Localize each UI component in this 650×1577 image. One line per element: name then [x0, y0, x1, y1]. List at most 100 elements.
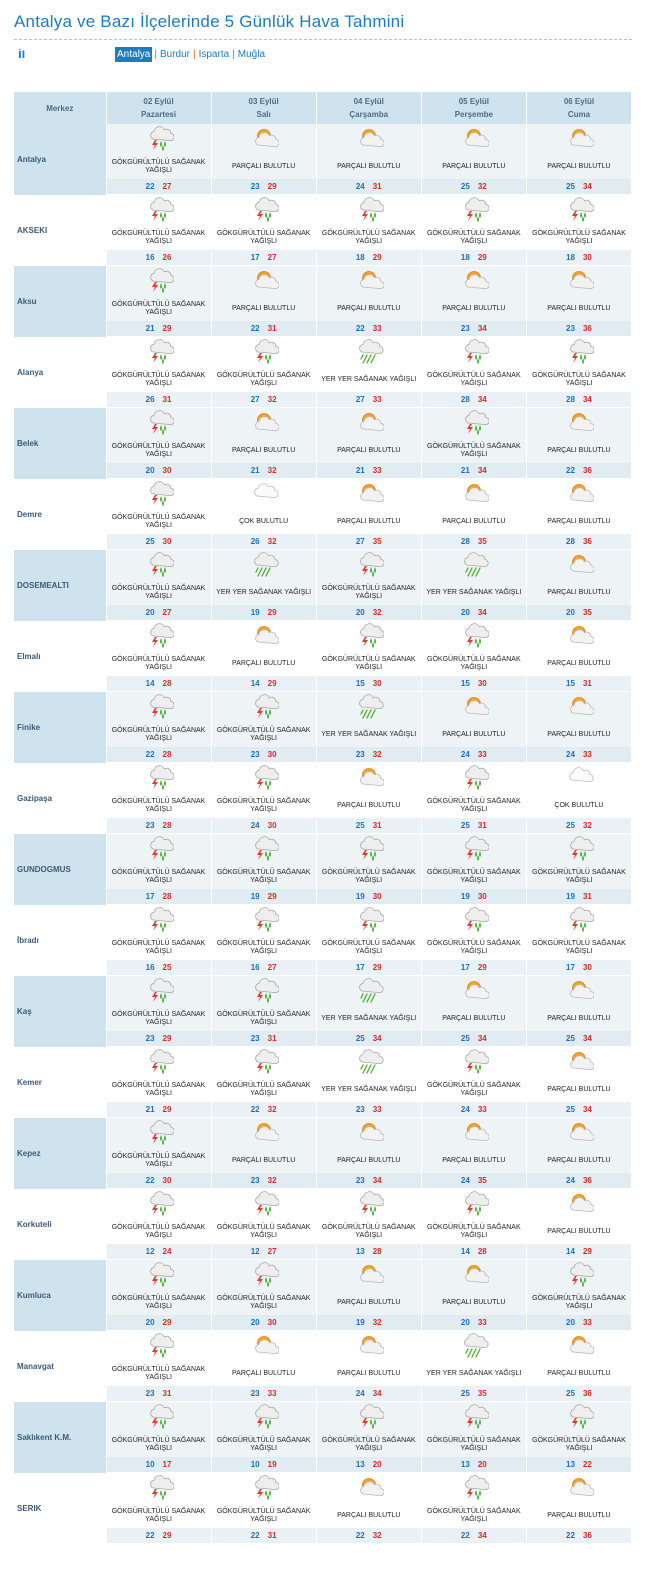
max-temperature: 31: [477, 821, 487, 830]
temperature-range: 19 32: [316, 1315, 421, 1330]
condition-text: GÖKGÜRÜLTÜLÜ SAĞANAK YAĞIŞLI: [111, 655, 206, 671]
separator: |: [232, 49, 235, 60]
forecast-cell: GÖKGÜRÜLTÜLÜ SAĞANAK YAĞIŞLI 22 31: [211, 1473, 317, 1544]
forecast-cell-top: PARÇALI BULUTLU: [421, 1118, 526, 1173]
condition-text: GÖKGÜRÜLTÜLÜ SAĞANAK YAĞIŞLI: [321, 229, 416, 245]
forecast-cell-top: GÖKGÜRÜLTÜLÜ SAĞANAK YAĞIŞLI: [317, 621, 421, 676]
max-temperature: 30: [162, 466, 172, 475]
min-temperature: 22: [250, 324, 260, 333]
temperature-range: 23 36: [526, 321, 631, 336]
max-temperature: 29: [477, 963, 487, 972]
table-row: Kaş GÖKGÜRÜLTÜLÜ SAĞANAK YAĞIŞLI 23 29 GÖKGÜ…: [14, 976, 633, 1047]
temperature-range: 13 22: [526, 1457, 631, 1472]
province-link-mugla[interactable]: Muğla: [237, 49, 266, 60]
forecast-cell: PARÇALI BULUTLU 22 31: [211, 266, 317, 337]
forecast-cell-top: PARÇALI BULUTLU: [212, 1331, 316, 1386]
forecast-cell-top: GÖKGÜRÜLTÜLÜ SAĞANAK YAĞIŞLI: [107, 1473, 211, 1528]
thunderstorm-rain-icon: [317, 195, 421, 225]
temperature-range: 23 31: [211, 1031, 316, 1046]
condition-text: GÖKGÜRÜLTÜLÜ SAĞANAK YAĞIŞLI: [427, 442, 521, 458]
cloudy-icon: [527, 763, 631, 793]
temperature-range: 25 34: [526, 1102, 631, 1117]
temperature-range: 25 35: [421, 1386, 526, 1401]
min-temperature: 15: [355, 679, 365, 688]
max-temperature: 30: [477, 679, 487, 688]
forecast-cell-top: GÖKGÜRÜLTÜLÜ SAĞANAK YAĞIŞLI: [422, 195, 526, 250]
min-temperature: 24: [460, 1105, 470, 1114]
province-link-burdur[interactable]: Burdur: [159, 49, 190, 60]
min-temperature: 15: [460, 679, 470, 688]
temperature-range: 10 17: [106, 1457, 211, 1472]
table-row: Aksu GÖKGÜRÜLTÜLÜ SAĞANAK YAĞIŞLI 21 29 PARÇ…: [14, 266, 633, 337]
condition-text: PARÇALI BULUTLU: [337, 446, 401, 454]
min-temperature: 22: [355, 324, 365, 333]
condition-text: PARÇALI BULUTLU: [337, 304, 401, 312]
forecast-cell: GÖKGÜRÜLTÜLÜ SAĞANAK YAĞIŞLI 21 29: [106, 266, 212, 337]
max-temperature: 31: [372, 821, 382, 830]
min-temperature: 15: [566, 679, 575, 688]
forecast-cell: GÖKGÜRÜLTÜLÜ SAĞANAK YAĞIŞLI 28 34: [421, 337, 527, 408]
max-temperature: 27: [267, 963, 277, 972]
max-temperature: 29: [477, 253, 487, 262]
max-temperature: 26: [162, 253, 172, 262]
min-temperature: 21: [355, 466, 365, 475]
condition-text: GÖKGÜRÜLTÜLÜ SAĞANAK YAĞIŞLI: [111, 797, 206, 813]
min-temperature: 25: [460, 1389, 470, 1398]
max-temperature: 34: [477, 1034, 487, 1043]
partly-cloudy-icon: [212, 1331, 316, 1361]
forecast-cell-top: PARÇALI BULUTLU: [211, 1118, 316, 1173]
partly-cloudy-icon: [212, 266, 316, 296]
condition-text: PARÇALI BULUTLU: [547, 1511, 611, 1519]
forecast-cell-top: GÖKGÜRÜLTÜLÜ SAĞANAK YAĞIŞLI: [316, 1402, 421, 1457]
condition-text: GÖKGÜRÜLTÜLÜ SAĞANAK YAĞIŞLI: [427, 797, 521, 813]
condition-text: PARÇALI BULUTLU: [442, 517, 506, 525]
header-day-5: 06 Eylül Cuma: [526, 92, 633, 124]
temperature-range: 16 25: [106, 960, 211, 975]
max-temperature: 32: [267, 466, 277, 475]
temperature-range: 20 34: [421, 605, 526, 620]
max-temperature: 30: [372, 679, 382, 688]
thunderstorm-rain-icon: [527, 195, 631, 225]
forecast-cell: GÖKGÜRÜLTÜLÜ SAĞANAK YAĞIŞLI 25 31: [421, 763, 527, 834]
province-link-antalya[interactable]: Antalya: [115, 47, 153, 62]
temperature-range: 23 29: [211, 179, 316, 194]
forecast-cell: YER YER SAĞANAK YAĞIŞLI 20 34: [421, 550, 527, 621]
thunderstorm-rain-icon: [212, 195, 316, 225]
partly-cloudy-icon: [527, 621, 631, 651]
temperature-range: 25 31: [316, 818, 421, 833]
location-name: Saklıkent K.M.: [14, 1402, 107, 1473]
condition-text: PARÇALI BULUTLU: [442, 1156, 506, 1164]
max-temperature: 31: [582, 892, 592, 901]
partly-cloudy-icon: [527, 1331, 631, 1361]
min-temperature: 20: [460, 1318, 470, 1327]
min-temperature: 22: [250, 1105, 260, 1114]
condition-text: PARÇALI BULUTLU: [442, 730, 506, 738]
thunderstorm-rain-icon: [107, 124, 211, 154]
table-row: GUNDOGMUS GÖKGÜRÜLTÜLÜ SAĞANAK YAĞIŞLI 17 2…: [14, 834, 633, 905]
min-temperature: 19: [250, 892, 260, 901]
min-temperature: 14: [460, 1247, 470, 1256]
condition-text: YER YER SAĞANAK YAĞIŞLI: [426, 1369, 522, 1377]
temperature-range: 27 33: [316, 392, 421, 407]
partly-cloudy-icon: [317, 124, 421, 154]
forecast-cell: PARÇALI BULUTLU 25 34: [526, 1047, 633, 1118]
max-temperature: 36: [582, 1389, 592, 1398]
showers-icon: [422, 1331, 526, 1361]
forecast-cell-top: GÖKGÜRÜLTÜLÜ SAĞANAK YAĞIŞLI: [316, 550, 421, 605]
province-link-isparta[interactable]: Isparta: [198, 49, 230, 60]
thunderstorm-rain-icon: [212, 976, 316, 1006]
thunderstorm-rain-icon: [422, 1473, 526, 1503]
max-temperature: 33: [372, 466, 382, 475]
condition-text: YER YER SAĞANAK YAĞIŞLI: [216, 588, 312, 596]
forecast-cell-top: GÖKGÜRÜLTÜLÜ SAĞANAK YAĞIŞLI: [421, 408, 526, 463]
partly-cloudy-icon: [527, 1189, 631, 1219]
partly-cloudy-icon: [422, 124, 526, 154]
min-temperature: 12: [145, 1247, 155, 1256]
max-temperature: 34: [372, 1034, 382, 1043]
location-name: Kepez: [14, 1118, 107, 1189]
condition-text: GÖKGÜRÜLTÜLÜ SAĞANAK YAĞIŞLI: [321, 584, 416, 600]
condition-text: GÖKGÜRÜLTÜLÜ SAĞANAK YAĞIŞLI: [111, 939, 206, 955]
max-temperature: 30: [267, 750, 277, 759]
forecast-cell-top: ÇOK BULUTLU: [527, 763, 631, 818]
forecast-cell: GÖKGÜRÜLTÜLÜ SAĞANAK YAĞIŞLI 20 33: [526, 1260, 633, 1331]
